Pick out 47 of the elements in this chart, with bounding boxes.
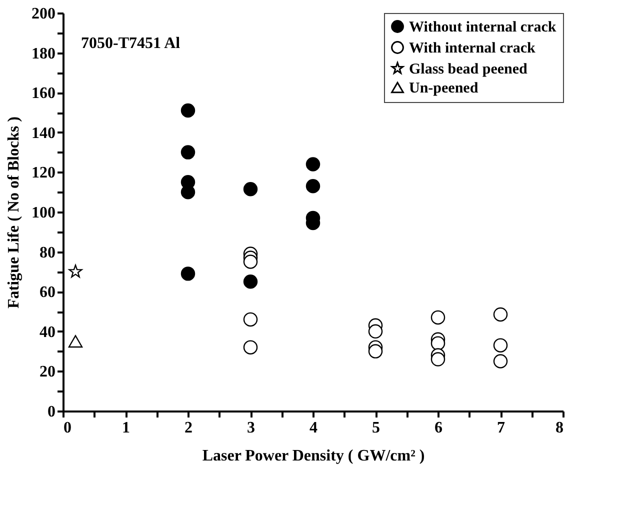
point xyxy=(306,179,320,194)
y-tick-label: 180 xyxy=(32,45,56,62)
point xyxy=(493,307,508,322)
x-tick-label: 4 xyxy=(310,420,318,436)
x-tick-label: 1 xyxy=(122,420,130,436)
legend-label: Without internal crack xyxy=(409,20,557,36)
x-tick-label: 8 xyxy=(556,420,564,436)
point xyxy=(180,266,196,281)
legend-label: Glass bead peened xyxy=(409,62,528,78)
point xyxy=(243,312,258,327)
point xyxy=(180,145,196,160)
x-tick-label: 5 xyxy=(372,420,380,436)
point xyxy=(306,157,320,172)
point xyxy=(493,338,508,352)
y-tick-label: 140 xyxy=(32,124,56,142)
point xyxy=(180,103,196,118)
y-tick-label: 40 xyxy=(40,324,56,341)
x-tick-label: 7 xyxy=(497,420,505,436)
y-tick-label: 20 xyxy=(40,364,56,381)
legend-label: Un-peened xyxy=(409,80,479,96)
legend-label: With internal crack xyxy=(409,40,536,56)
point xyxy=(68,335,83,348)
x-tick-label: 6 xyxy=(434,420,442,436)
point xyxy=(243,274,258,289)
y-tick-label: 60 xyxy=(40,284,56,302)
x-tick-label: 2 xyxy=(184,420,192,436)
point xyxy=(368,344,383,358)
point xyxy=(493,354,508,368)
point xyxy=(430,310,446,325)
point xyxy=(243,254,258,269)
point xyxy=(243,182,258,196)
y-tick-label: 120 xyxy=(32,164,56,182)
point xyxy=(243,340,258,354)
point xyxy=(68,264,82,278)
y-tick-label: 200 xyxy=(32,6,56,22)
y-axis-title: Fatigue Life ( No of Blocks ) xyxy=(6,116,22,308)
y-tick-label: 80 xyxy=(40,244,56,262)
point xyxy=(430,336,446,350)
point xyxy=(368,324,383,339)
x-tick-label: 3 xyxy=(247,420,255,436)
x-tick-label: 0 xyxy=(64,420,72,436)
annotation: 7050-T7451 Al xyxy=(81,35,181,52)
y-tick-label: 100 xyxy=(32,204,56,222)
x-axis-title: Laser Power Density ( GW/cm² ) xyxy=(202,448,425,464)
y-tick-label: 0 xyxy=(48,404,56,420)
y-tick-label: 160 xyxy=(32,85,56,102)
point xyxy=(430,352,446,366)
